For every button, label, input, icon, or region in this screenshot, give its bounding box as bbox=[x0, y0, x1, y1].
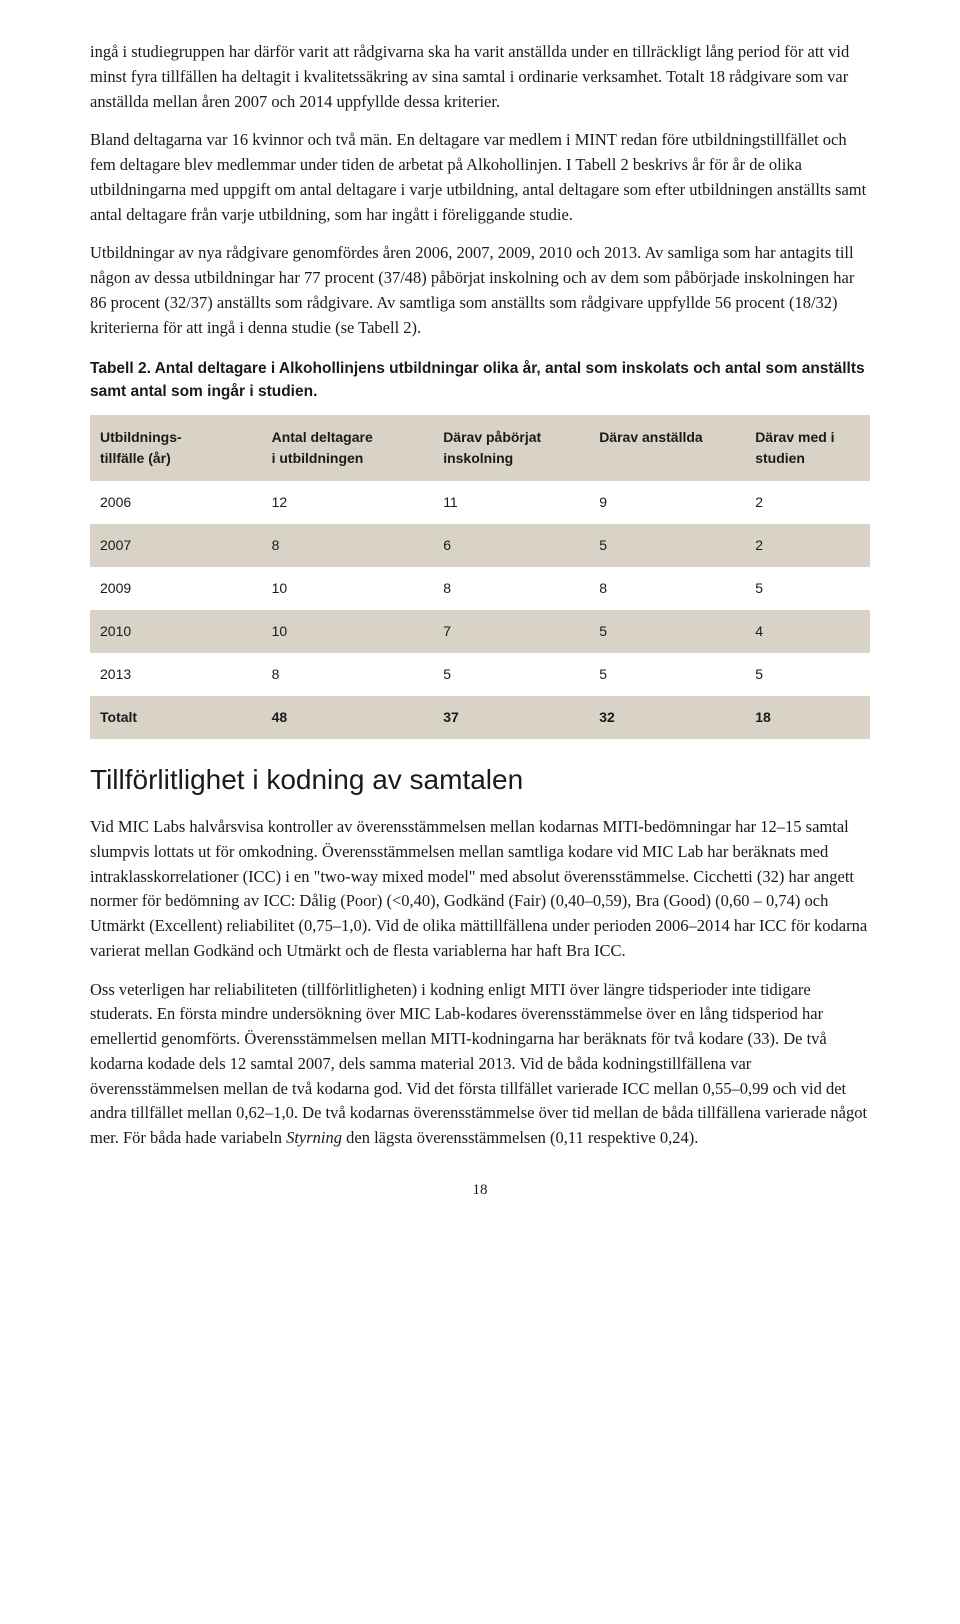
table-cell: 5 bbox=[745, 567, 870, 610]
table-row: 20078652 bbox=[90, 524, 870, 567]
paragraph-5-suffix: den lägsta överensstämmelsen (0,11 respe… bbox=[342, 1128, 698, 1147]
table-header-cell: Därav anställda bbox=[589, 415, 745, 481]
table-cell: 10 bbox=[262, 610, 434, 653]
table-cell: 2010 bbox=[90, 610, 262, 653]
table-cell: Totalt bbox=[90, 696, 262, 739]
table-cell: 2006 bbox=[90, 481, 262, 524]
table-row: 20138555 bbox=[90, 653, 870, 696]
table-cell: 2 bbox=[745, 481, 870, 524]
table-row: 2006121192 bbox=[90, 481, 870, 524]
table-cell: 5 bbox=[745, 653, 870, 696]
table-cell: 2013 bbox=[90, 653, 262, 696]
table-row: 201010754 bbox=[90, 610, 870, 653]
table-cell: 5 bbox=[589, 653, 745, 696]
paragraph-3: Utbildningar av nya rådgivare genomförde… bbox=[90, 241, 870, 340]
table-cell: 4 bbox=[745, 610, 870, 653]
table-cell: 32 bbox=[589, 696, 745, 739]
table-cell: 11 bbox=[433, 481, 589, 524]
table-cell: 2007 bbox=[90, 524, 262, 567]
table-cell: 18 bbox=[745, 696, 870, 739]
table-cell: 7 bbox=[433, 610, 589, 653]
paragraph-5-prefix: Oss veterligen har reliabiliteten (tillf… bbox=[90, 980, 867, 1148]
paragraph-4: Vid MIC Labs halvårsvisa kontroller av ö… bbox=[90, 815, 870, 964]
table-cell: 8 bbox=[433, 567, 589, 610]
table-cell: 48 bbox=[262, 696, 434, 739]
table-row: Totalt48373218 bbox=[90, 696, 870, 739]
table-cell: 2 bbox=[745, 524, 870, 567]
table-cell: 5 bbox=[589, 524, 745, 567]
table-cell: 5 bbox=[433, 653, 589, 696]
table-cell: 37 bbox=[433, 696, 589, 739]
table-cell: 2009 bbox=[90, 567, 262, 610]
table-header-cell: Utbildnings-tillfälle (år) bbox=[90, 415, 262, 481]
paragraph-1: ingå i studiegruppen har därför varit at… bbox=[90, 40, 870, 114]
table-cell: 8 bbox=[262, 653, 434, 696]
table-header-cell: Därav påbörjatinskolning bbox=[433, 415, 589, 481]
table-cell: 6 bbox=[433, 524, 589, 567]
table-row: 200910885 bbox=[90, 567, 870, 610]
table-2-header: Utbildnings-tillfälle (år)Antal deltagar… bbox=[90, 415, 870, 481]
table-header-cell: Därav med istudien bbox=[745, 415, 870, 481]
table-cell: 9 bbox=[589, 481, 745, 524]
table-cell: 8 bbox=[589, 567, 745, 610]
table-cell: 12 bbox=[262, 481, 434, 524]
table-cell: 10 bbox=[262, 567, 434, 610]
table-cell: 8 bbox=[262, 524, 434, 567]
table-2-body: 2006121192200786522009108852010107542013… bbox=[90, 481, 870, 739]
paragraph-2: Bland deltagarna var 16 kvinnor och två … bbox=[90, 128, 870, 227]
section-heading-reliability: Tillförlitlighet i kodning av samtalen bbox=[90, 759, 870, 801]
page-number: 18 bbox=[90, 1179, 870, 1202]
table-2-title: Tabell 2. Antal deltagare i Alkohollinje… bbox=[90, 358, 870, 403]
paragraph-5: Oss veterligen har reliabiliteten (tillf… bbox=[90, 978, 870, 1151]
paragraph-5-italic: Styrning bbox=[286, 1128, 342, 1147]
table-cell: 5 bbox=[589, 610, 745, 653]
table-header-cell: Antal deltagarei utbildningen bbox=[262, 415, 434, 481]
table-2: Utbildnings-tillfälle (år)Antal deltagar… bbox=[90, 415, 870, 739]
